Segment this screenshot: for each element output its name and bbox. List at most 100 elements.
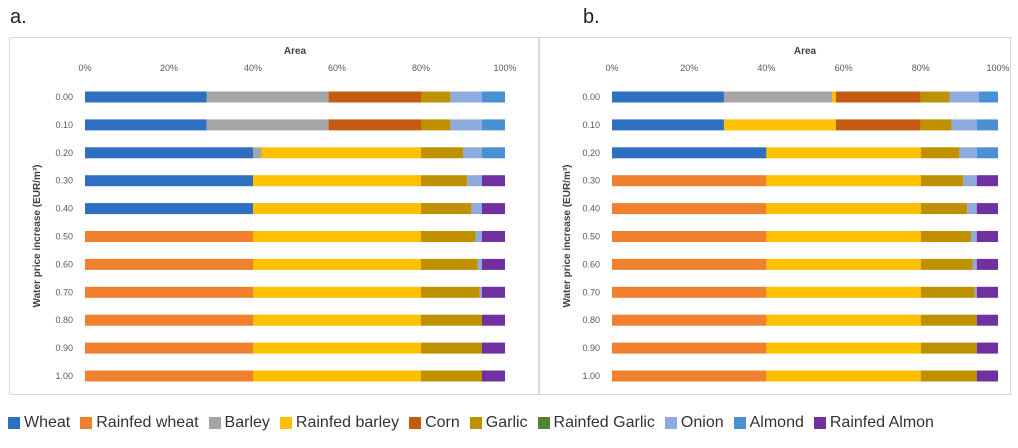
bar-segment-a <box>481 231 505 242</box>
x-tick-label-b: 40% <box>757 63 775 73</box>
y-tick-label-a: 0.90 <box>55 343 73 353</box>
bar-segment-a <box>481 258 505 270</box>
bar-segment-b <box>612 231 767 242</box>
bar-segment-a <box>421 119 451 131</box>
legend-label: Garlic <box>485 414 528 431</box>
bar-segment-b <box>920 175 964 187</box>
y-tick-label-a: 0.80 <box>55 315 73 325</box>
bar-segment-b <box>976 258 998 270</box>
y-tick-label-b: 0.90 <box>582 343 600 353</box>
y-tick-label-b: 0.40 <box>582 204 600 214</box>
y-tick-label-a: 0.00 <box>55 92 73 102</box>
chart-legend: Wheat Rainfed wheat Barley Rainfed barley Co… <box>8 414 934 432</box>
y-tick-label-a: 0.30 <box>55 176 73 186</box>
bar-segment-b <box>920 91 950 103</box>
y-tick-label-b: 0.20 <box>582 148 600 158</box>
bar-segment-b <box>976 314 998 326</box>
bar-segment-b <box>766 370 921 382</box>
bar-segment-b <box>976 342 998 354</box>
bar-segment-b <box>835 91 921 103</box>
bar-segment-a <box>481 314 505 326</box>
bar-segment-b <box>920 314 977 326</box>
bar-segment-a <box>85 203 253 215</box>
bar-segment-b <box>959 147 977 159</box>
bar-segment-a <box>261 147 421 159</box>
bar-segment-a <box>421 370 482 382</box>
legend-swatch <box>80 417 93 429</box>
bar-segment-b <box>612 147 767 159</box>
y-axis-label-b: Water price increase (EUR/m³) <box>562 164 573 307</box>
bar-segment-a <box>481 175 505 187</box>
bar-segment-a <box>253 203 421 215</box>
x-tick-label-a: 20% <box>160 63 178 73</box>
bar-segment-b <box>972 258 977 270</box>
bar-segment-b <box>832 91 836 103</box>
legend-label: Rainfed Garlic <box>553 414 655 431</box>
y-tick-label-a: 0.70 <box>55 287 73 297</box>
bar-segment-b <box>612 314 767 326</box>
bar-segment-b <box>974 286 977 298</box>
legend-label: Rainfed barley <box>295 414 400 431</box>
bar-segment-a <box>481 147 505 159</box>
y-tick-label-b: 0.60 <box>582 259 600 269</box>
bar-segment-b <box>723 119 836 131</box>
bar-segment-a <box>481 91 505 103</box>
bar-segment-a <box>421 175 468 187</box>
chart-title-b: Area <box>794 46 817 57</box>
y-tick-label-b: 0.70 <box>582 287 600 297</box>
legend-label: Almond <box>749 414 804 431</box>
bar-segment-a <box>477 258 482 270</box>
x-tick-label-b: 60% <box>835 63 853 73</box>
bar-segment-a <box>450 91 482 103</box>
bar-segment-a <box>85 119 207 131</box>
bar-segment-b <box>920 370 977 382</box>
bar-segment-a <box>85 175 253 187</box>
legend-item: Wheat <box>8 414 70 432</box>
bar-segment-a <box>253 231 421 242</box>
bar-segment-a <box>253 370 421 382</box>
bar-segment-b <box>612 203 767 215</box>
bar-segment-a <box>421 231 476 242</box>
panel-a-label: a. <box>10 6 27 28</box>
bar-segment-b <box>970 231 977 242</box>
legend-label: Barley <box>224 414 270 431</box>
bar-segment-a <box>85 286 253 298</box>
legend-swatch <box>813 417 826 429</box>
bar-segment-b <box>612 370 767 382</box>
bar-segment-b <box>766 203 921 215</box>
bar-segment-b <box>612 119 724 131</box>
legend-label: Rainfed wheat <box>96 414 199 431</box>
bar-segment-a <box>421 147 463 159</box>
legend-swatch <box>409 417 422 429</box>
y-tick-label-b: 0.50 <box>582 232 600 242</box>
x-tick-label-a: 40% <box>244 63 262 73</box>
legend-label: Rainfed Almon <box>829 414 934 431</box>
bar-segment-b <box>612 342 767 354</box>
bar-segment-b <box>612 286 767 298</box>
bar-segment-b <box>612 175 767 187</box>
bar-segment-a <box>421 203 472 215</box>
bar-segment-b <box>766 314 921 326</box>
y-tick-label-b: 0.80 <box>582 315 600 325</box>
bar-segment-b <box>766 258 921 270</box>
bar-segment-b <box>612 258 767 270</box>
legend-swatch <box>733 417 746 429</box>
bar-segment-b <box>612 91 724 103</box>
bar-segment-a <box>85 231 253 242</box>
chart-title-a: Area <box>284 46 307 57</box>
y-tick-label-b: 1.00 <box>582 371 600 381</box>
bar-segment-b <box>766 286 921 298</box>
legend-label: Corn <box>425 414 460 431</box>
x-tick-label-a: 80% <box>412 63 430 73</box>
bar-segment-a <box>421 342 482 354</box>
x-tick-label-b: 80% <box>912 63 930 73</box>
bar-segment-b <box>976 203 998 215</box>
bar-segment-a <box>206 119 329 131</box>
legend-item: Almond <box>733 414 804 432</box>
bar-segment-a <box>85 147 253 159</box>
x-tick-label-b: 20% <box>680 63 698 73</box>
bar-segment-b <box>766 231 921 242</box>
bar-segment-a <box>450 119 482 131</box>
x-tick-label-a: 60% <box>328 63 346 73</box>
